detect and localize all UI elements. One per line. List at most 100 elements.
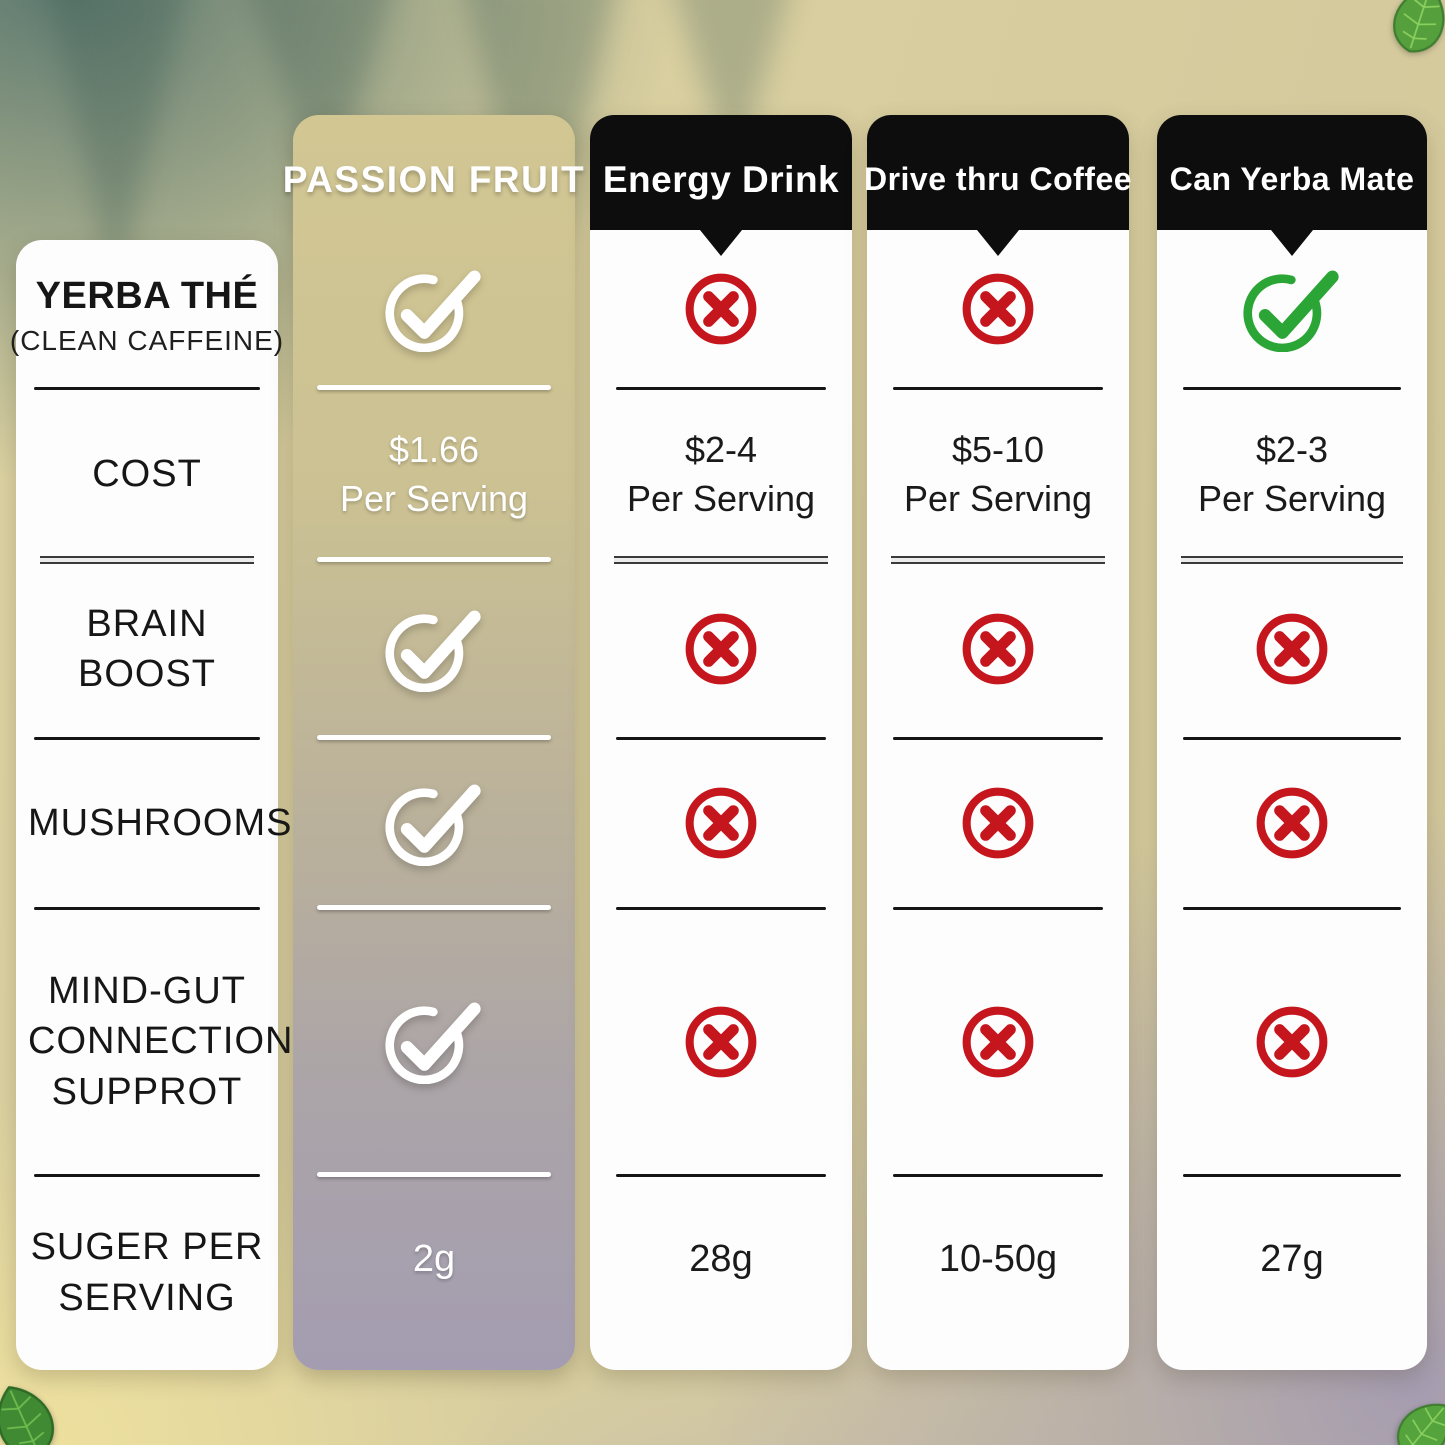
cost-value: $1.66 <box>388 429 480 470</box>
column-energy-drink: Energy Drink $2-4 Per Serving <box>590 115 852 1370</box>
feature-title: MUSHROOMS <box>28 801 293 844</box>
cell-cost: $5-10 Per Serving <box>867 388 1129 564</box>
row-divider <box>34 907 260 910</box>
row-divider <box>616 907 826 910</box>
row-divider <box>1183 1174 1401 1177</box>
cell-yerba-the <box>1157 230 1427 390</box>
sugar-value: 27g <box>1260 1238 1324 1280</box>
cross-icon <box>1256 1006 1328 1077</box>
row-divider <box>317 905 551 910</box>
cross-icon <box>962 1006 1034 1077</box>
row-divider <box>891 556 1105 564</box>
cell-sugar: 10-50g <box>867 1175 1129 1370</box>
row-divider <box>893 907 1103 910</box>
cross-icon <box>685 1006 757 1077</box>
column-header: PASSION FRUIT <box>283 115 584 230</box>
column-title: Can Yerba Mate <box>1169 161 1415 197</box>
cell-brain-boost <box>293 560 575 740</box>
check-icon <box>385 1002 481 1084</box>
cross-icon <box>685 273 757 345</box>
row-divider <box>1183 907 1401 910</box>
sugar-value: 10-50g <box>938 1238 1058 1280</box>
cell-sugar: 28g <box>590 1175 852 1370</box>
cell-mind-gut <box>1157 908 1427 1177</box>
row-divider <box>1181 556 1403 564</box>
feature-labels-column: YERBA THÉ (CLEAN CAFFEINE) COST BRAIN BO… <box>10 240 294 1370</box>
feature-label-mind-gut: MIND-GUT CONNECTION SUPPROT <box>16 908 294 1177</box>
row-divider <box>34 737 260 740</box>
column-title: PASSION FRUIT <box>282 158 586 200</box>
sugar-value: 2g <box>412 1238 456 1280</box>
mint-leaf-icon <box>1393 0 1445 53</box>
cell-brain-boost <box>867 560 1129 740</box>
cell-brain-boost <box>1157 560 1427 740</box>
feature-label-sugar: SUGER PER SERVING <box>16 1175 278 1370</box>
cell-mind-gut <box>867 908 1129 1177</box>
sugar-value: 28g <box>689 1238 753 1280</box>
feature-subtitle: (CLEAN CAFFEINE) <box>9 325 285 357</box>
cell-yerba-the <box>867 230 1129 390</box>
cost-unit: Per Serving <box>339 478 529 519</box>
column-title: Drive thru Coffee <box>863 161 1133 197</box>
cost-value: $5-10 <box>951 429 1045 470</box>
row-divider <box>317 557 551 562</box>
column-can-yerba-mate: Can Yerba Mate $2-3 Per Serving <box>1157 115 1427 1370</box>
check-icon <box>1243 270 1339 352</box>
row-divider <box>34 387 260 390</box>
cross-icon <box>685 613 757 685</box>
row-divider <box>616 387 826 390</box>
cell-mind-gut <box>293 908 575 1177</box>
feature-title: YERBA THÉ <box>35 274 259 317</box>
column-header: Can Yerba Mate <box>1157 115 1427 256</box>
row-divider <box>1183 387 1401 390</box>
cross-icon <box>962 613 1034 685</box>
row-divider <box>893 1174 1103 1177</box>
feature-title: MIND-GUT CONNECTION SUPPROT <box>28 970 294 1113</box>
check-icon <box>385 610 481 692</box>
row-divider <box>40 556 254 564</box>
cross-icon <box>962 273 1034 345</box>
cost-unit: Per Serving <box>1197 478 1387 519</box>
feature-title: COST <box>92 452 202 495</box>
row-divider <box>893 387 1103 390</box>
cell-mushrooms <box>867 738 1129 910</box>
cell-cost: $2-4 Per Serving <box>590 388 852 564</box>
mint-leaf-icon <box>1397 1403 1445 1445</box>
cross-icon <box>685 787 757 859</box>
cell-mushrooms <box>590 738 852 910</box>
cost-unit: Per Serving <box>903 478 1093 519</box>
row-divider <box>317 385 551 390</box>
column-header: Energy Drink <box>590 115 852 256</box>
cost-unit: Per Serving <box>626 478 816 519</box>
cross-icon <box>962 787 1034 859</box>
cell-cost: $1.66 Per Serving <box>293 388 575 562</box>
cell-mind-gut <box>590 908 852 1177</box>
row-divider <box>317 1172 551 1177</box>
feature-title: BRAIN BOOST <box>77 602 217 695</box>
mint-leaf-icon <box>0 1386 54 1445</box>
row-divider <box>317 735 551 740</box>
cell-yerba-the <box>590 230 852 390</box>
cell-brain-boost <box>590 560 852 740</box>
feature-label-brain-boost: BRAIN BOOST <box>16 560 278 740</box>
row-divider <box>616 1174 826 1177</box>
row-divider <box>1183 737 1401 740</box>
row-divider <box>614 556 828 564</box>
cell-cost: $2-3 Per Serving <box>1157 388 1427 564</box>
column-title: Energy Drink <box>602 158 840 200</box>
cost-value: $2-3 <box>1255 429 1329 470</box>
cell-yerba-the <box>293 230 575 390</box>
cell-sugar: 2g <box>293 1175 575 1370</box>
cost-value: $2-4 <box>684 429 758 470</box>
cell-mushrooms <box>293 738 575 910</box>
header-pointer <box>977 230 1019 256</box>
feature-title: SUGER PER SERVING <box>30 1226 264 1319</box>
cross-icon <box>1256 613 1328 685</box>
row-divider <box>616 737 826 740</box>
feature-label-yerba-the: YERBA THÉ (CLEAN CAFFEINE) <box>10 240 283 390</box>
feature-label-mushrooms: MUSHROOMS <box>16 738 293 910</box>
check-icon <box>385 270 481 352</box>
column-drive-thru-coffee: Drive thru Coffee $5-10 Per Serving <box>863 115 1133 1370</box>
cell-sugar: 27g <box>1157 1175 1427 1370</box>
